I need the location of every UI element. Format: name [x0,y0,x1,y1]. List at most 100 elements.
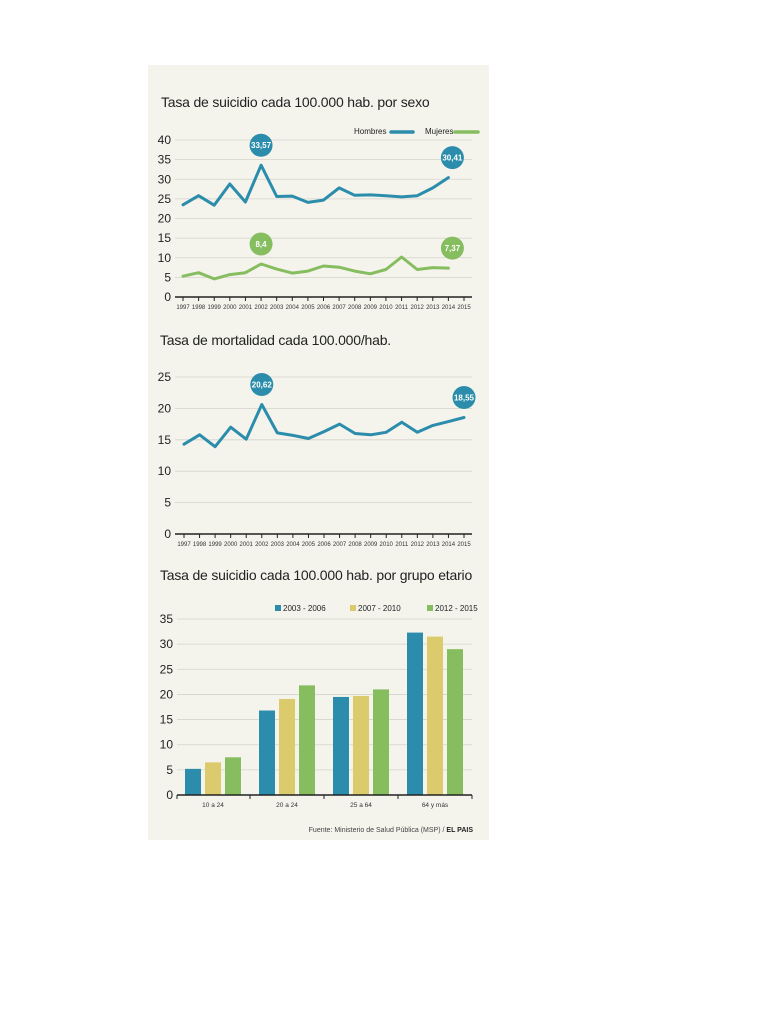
chart2-callout-label: 20,62 [252,381,273,390]
legend-swatch-2003-2006 [275,605,281,611]
source-note: Fuente: Ministerio de Salud Pública (MSP… [309,827,473,834]
chart1-callout-label: 8,4 [255,240,267,249]
chart2-series-total-line [182,403,466,449]
chart1-xtick-label: 2002 [254,305,268,311]
chart2-ytick-label: 20 [158,401,172,415]
chart1-xtick-label: 2008 [348,305,362,311]
chart2-xtick-label: 2011 [395,542,409,548]
chart3-ytick-label: 15 [160,713,174,727]
chart1-xtick-label: 1997 [176,305,190,311]
source-text: Fuente: Ministerio de Salud Pública (MSP… [308,827,445,834]
legend-swatch-2012-2015 [427,605,433,611]
chart1-ytick-label: 30 [158,172,172,186]
bar-2003-2006-2 [333,696,349,795]
chart-suicide-by-sex: 0 5 10 15 20 25 30 35 40 1997 1998 1999 2000 2001 2002… [158,127,480,311]
chart2-xtick-label: 2001 [240,542,254,548]
chart2-xtick-label: 2005 [302,542,316,548]
chart3-ytick-label: 25 [160,662,174,676]
chart3-category-label: 64 y más [422,802,449,809]
chart3-category-label: 25 a 64 [350,802,372,809]
chart1-series-mujeres-line [181,255,450,281]
legend-label-2003-2006: 2003 - 2006 [283,604,326,613]
chart2-xtick-label: 2010 [380,542,394,548]
bar-2012-2015-0 [225,757,241,795]
chart2-xtick-label: 2007 [333,542,347,548]
chart2-xtick-label: 2015 [457,542,471,548]
chart3-ytick-label: 0 [166,788,173,802]
chart2-xtick-label: 1998 [193,542,207,548]
chart1-xtick-label: 2004 [286,305,300,311]
chart1-ytick-label: 15 [158,231,172,245]
chart1-xtick-label: 2012 [410,305,424,311]
legend-label-2012-2015: 2012 - 2015 [435,604,478,613]
chart1-xtick-label: 2006 [317,305,331,311]
chart2-xtick-label: 1997 [177,542,191,548]
chart2-xtick-label: 2014 [442,542,456,548]
chart2-xtick-label: 2008 [348,542,362,548]
chart1-callout-label: 33,57 [251,141,272,150]
chart1-xtick-label: 2005 [301,305,315,311]
bar-2007-2010-1 [279,698,295,795]
chart1-callout-bubble [249,133,273,157]
chart1-series-hombres-line [181,163,450,207]
chart1-ytick-label: 40 [158,133,172,147]
chart1-xtick-label: 2013 [426,305,440,311]
chart1-ytick-label: 0 [164,290,171,304]
chart1-xtick-label: 2009 [364,305,378,311]
chart1-xtick-label: 2015 [457,305,471,311]
chart1-callout-label: 30,41 [442,154,463,163]
chart2-xtick-label: 1999 [208,542,222,548]
chart1-xtick-label: 1999 [208,305,222,311]
chart1-xtick-label: 2011 [395,305,409,311]
chart2-xtick-label: 2009 [364,542,378,548]
chart1-xtick-label: 2001 [239,305,253,311]
chart1-xtick-label: 2014 [442,305,456,311]
chart-suicide-by-age: 0 5 10 15 20 25 30 35 2003 - 2006 2007 - 2010 2012… [160,604,479,809]
chart1-xtick-label: 2000 [223,305,237,311]
chart3-ytick-label: 5 [166,763,173,777]
chart1-callout-label: 7,37 [445,244,461,253]
chart2-callout-label: 18,55 [454,394,475,403]
chart1-ytick-label: 5 [164,270,171,284]
chart2-ytick-label: 0 [164,527,171,541]
bar-2012-2015-2 [373,689,389,795]
infographic-panel: Tasa de suicidio cada 100.000 hab. por s… [148,65,489,840]
chart2-xtick-label: 2003 [271,542,285,548]
source-brand: EL PAIS [446,827,473,834]
bar-2012-2015-3 [447,649,463,795]
chart2-callout-bubble [250,373,274,397]
chart2-callout-bubble [452,386,476,410]
chart1-ytick-label: 20 [158,212,172,226]
bar-2012-2015-1 [299,685,315,795]
chart1-callout-bubble [440,236,464,260]
chart2-title: Tasa de mortalidad cada 100.000/hab. [160,332,391,348]
bar-2003-2006-1 [259,710,275,795]
bar-2003-2006-3 [407,632,423,795]
chart2-ytick-label: 15 [158,433,172,447]
chart1-callout-bubble [440,146,464,170]
chart1-xtick-label: 1998 [192,305,206,311]
chart2-ytick-label: 10 [158,464,172,478]
bar-2003-2006-0 [185,768,201,795]
chart2-xtick-label: 2006 [317,542,331,548]
chart2-xtick-label: 2000 [224,542,238,548]
chart2-xtick-label: 2004 [286,542,300,548]
bar-2007-2010-3 [427,636,443,795]
legend-label-hombres: Hombres [354,127,386,136]
chart3-category-label: 20 a 24 [276,802,298,809]
legend-label-mujeres: Mujeres [425,127,453,136]
chart2-xtick-label: 2012 [411,542,425,548]
chart3-category-label: 10 a 24 [202,802,224,809]
chart3-ytick-label: 30 [160,637,174,651]
chart1-xtick-label: 2007 [332,305,346,311]
chart1-ytick-label: 25 [158,192,172,206]
chart2-ytick-label: 5 [164,496,171,510]
chart1-ytick-label: 10 [158,251,172,265]
chart3-ytick-label: 10 [160,738,174,752]
chart3-ytick-label: 20 [160,687,174,701]
legend-swatch-2007-2010 [350,605,356,611]
chart3-ytick-label: 35 [160,612,174,626]
bar-2007-2010-0 [205,762,221,795]
chart1-title: Tasa de suicidio cada 100.000 hab. por s… [161,94,430,110]
